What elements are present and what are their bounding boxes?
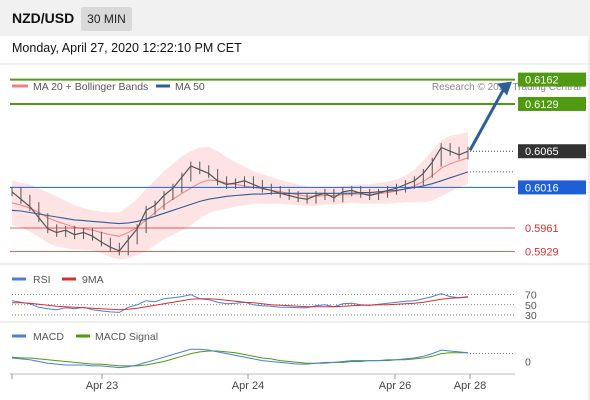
timeframe-button[interactable]: 30 MIN bbox=[81, 7, 132, 31]
legend-macd-label: MACD bbox=[33, 331, 64, 343]
level-box-resistance bbox=[518, 96, 586, 111]
level-label-pivot: 0.6016 bbox=[525, 182, 559, 194]
forecast-arrow-shaft bbox=[468, 87, 506, 151]
level-box-current bbox=[518, 144, 586, 159]
x-tick-label: Apr 24 bbox=[232, 380, 264, 392]
ma20-line bbox=[11, 157, 469, 237]
level-label-support: 0.5929 bbox=[525, 247, 559, 259]
forecast-arrow-head bbox=[497, 81, 512, 96]
rsi-ma-line bbox=[12, 296, 469, 311]
level-label-resistance: 0.6162 bbox=[525, 75, 559, 87]
legend-rsi-label: RSI bbox=[33, 274, 51, 286]
level-box-resistance bbox=[518, 72, 586, 87]
ma50-line bbox=[11, 171, 469, 225]
level-box-pivot bbox=[518, 180, 586, 195]
currency-pair-title: NZD/USD bbox=[12, 10, 75, 26]
x-tick-label: Apr 26 bbox=[379, 380, 411, 392]
macd-signal-line bbox=[11, 350, 468, 367]
rsi-tick-label: 30 bbox=[525, 310, 537, 322]
level-label-support: 0.5961 bbox=[525, 223, 559, 235]
legend-ma50-label: MA 50 bbox=[175, 81, 205, 93]
rsi-tick-label: 70 bbox=[525, 290, 537, 302]
macd-tick-label: 0 bbox=[525, 357, 531, 369]
price-line bbox=[11, 146, 469, 252]
rsi-tick-label: 50 bbox=[525, 300, 537, 312]
level-label-current: 0.6065 bbox=[525, 146, 559, 158]
rsi-line bbox=[11, 293, 469, 313]
x-tick-label: Apr 28 bbox=[454, 380, 486, 392]
legend-rsi-ma-label: 9MA bbox=[82, 274, 104, 286]
level-label-resistance: 0.6129 bbox=[525, 99, 559, 111]
x-tick-label: Apr 23 bbox=[86, 380, 118, 392]
top-bar: NZD/USD 30 MIN bbox=[0, 0, 590, 36]
bollinger-band-fill bbox=[12, 132, 468, 260]
macd-line bbox=[11, 348, 469, 369]
datetime-label: Monday, April 27, 2020 12:22:10 PM CET bbox=[12, 41, 242, 55]
legend-ma20-label: MA 20 + Bollinger Bands bbox=[33, 81, 148, 93]
legend-macd-signal-label: MACD Signal bbox=[95, 331, 158, 343]
